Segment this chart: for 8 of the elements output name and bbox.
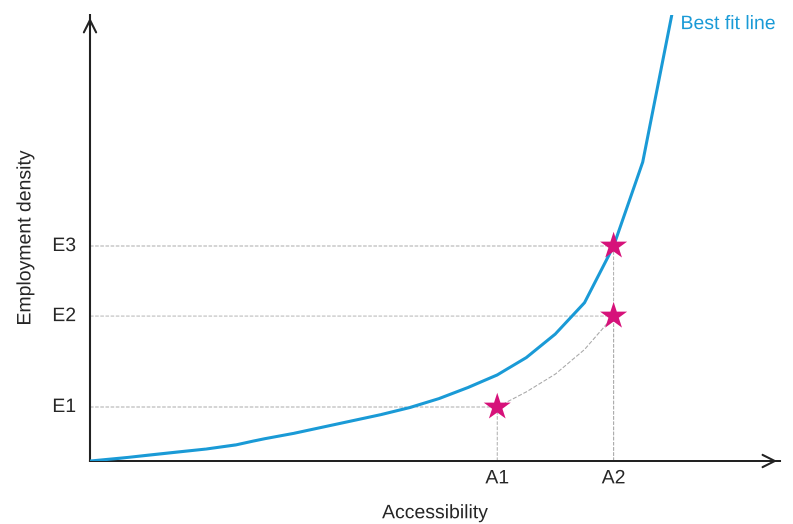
annotation: E1 <box>54 398 76 412</box>
x-tick-label: A2 <box>602 470 625 484</box>
annotation: E3 <box>54 237 76 252</box>
y-axis-title: Employment density <box>16 150 34 324</box>
annotation: E2 <box>54 308 76 322</box>
series-label: Best fit line <box>682 15 775 30</box>
x-axis-title: Accessibility <box>382 504 488 522</box>
x-tick-label: A1 <box>485 470 508 484</box>
